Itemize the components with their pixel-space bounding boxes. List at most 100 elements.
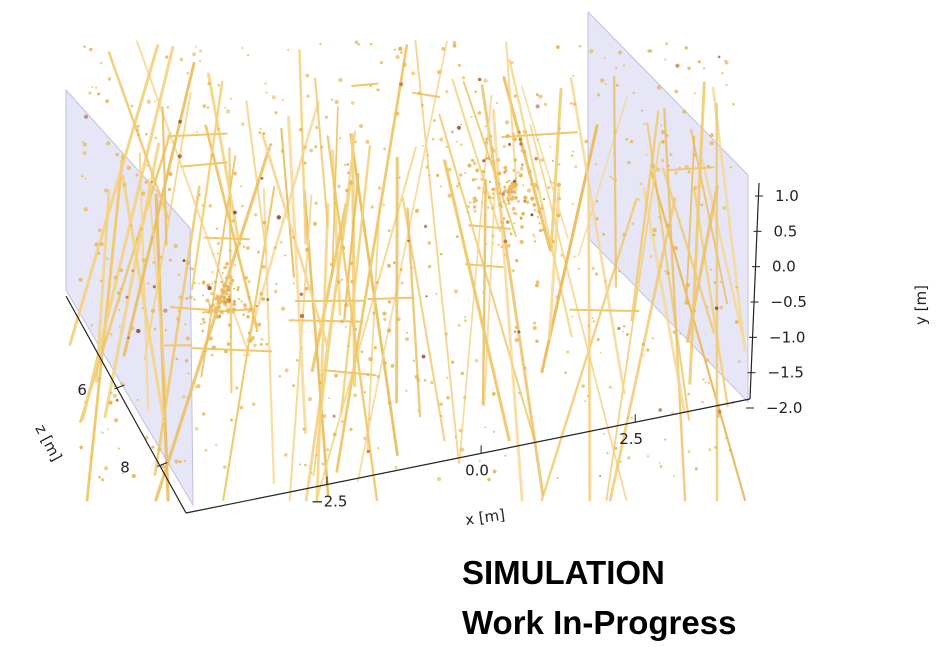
hit-point [216,314,220,319]
hit-point [196,130,199,134]
hit-point [482,159,486,163]
hit-point [366,372,370,376]
hit-point [216,241,221,246]
hit-point [526,188,532,193]
hit-point [257,250,260,254]
hit-point [483,78,488,83]
hit-point [310,471,313,475]
hit-point [504,169,508,173]
hit-point [735,285,738,289]
hit-point [484,137,489,141]
hit-point [543,198,545,201]
hit-point [376,375,380,379]
hit-point [609,175,612,178]
hit-point [474,90,478,94]
track [262,187,276,484]
hit-point [99,61,103,65]
hit-point [228,275,233,280]
hit-point [136,124,140,128]
hit-point [484,125,487,128]
hit-point [230,418,233,422]
hit-point [153,327,157,331]
hit-point [519,216,523,220]
hit-point [498,203,502,207]
hit-point [709,133,714,138]
hit-point [221,271,224,275]
hit-point [321,462,325,466]
track [245,100,268,255]
hit-point [144,180,148,184]
hit-point [260,337,264,341]
hit-point [332,432,337,437]
hit-point [207,82,211,85]
hit-point [274,111,278,115]
hit-point [555,295,560,300]
hit-point [104,466,109,471]
hit-point [459,143,463,147]
hit-point [592,320,596,323]
hit-point [706,164,710,168]
hit-point [216,252,220,255]
hit-point [704,381,707,384]
hit-point [507,202,511,205]
hit-point [497,171,502,176]
hit-point [484,214,487,217]
hit-point [109,332,113,336]
hit-point [201,203,205,208]
track [367,296,414,301]
hit-point [578,44,582,48]
hit-point [667,164,670,167]
hit-point [126,165,131,170]
track [68,44,160,346]
hit-point [533,240,537,243]
hit-point [231,278,235,283]
hit-point [322,414,327,418]
track [529,124,628,501]
track [395,156,399,404]
hit-point [646,455,650,458]
hit-point [533,208,537,212]
hit-point [518,173,524,178]
hit-point [115,398,119,402]
hit-point [661,140,665,144]
hit-point [376,88,380,92]
hit-point [599,474,602,477]
hit-point [491,192,495,195]
hit-point [312,221,318,226]
hit-point [516,170,520,174]
track [501,131,578,138]
hit-point [240,185,243,188]
hit-point [274,289,278,294]
hit-point [618,269,621,273]
hit-point [540,158,545,163]
hit-point [511,189,515,192]
hit-point [714,306,719,311]
track [688,81,706,385]
hit-point [737,360,741,363]
hit-point [701,400,704,404]
hit-point [208,307,212,312]
track [138,152,150,411]
hit-point [502,200,505,203]
hit-point [678,166,681,169]
x-axis-line [185,398,751,514]
hit-point [650,164,656,169]
z-tick-mark [157,462,168,467]
hit-point [387,229,391,232]
hit-point [651,337,654,340]
hit-point [217,269,220,272]
hit-point [608,385,612,389]
hit-point [207,285,212,291]
y-axis-line [749,182,760,400]
hit-point [591,316,594,319]
hit-point [425,165,430,169]
hit-point [514,212,518,216]
hit-point [538,222,541,225]
track [491,108,524,502]
hit-point [431,137,435,141]
hit-point [724,59,727,62]
hit-point [125,295,129,299]
hit-point [103,188,109,193]
hit-point [211,303,215,308]
